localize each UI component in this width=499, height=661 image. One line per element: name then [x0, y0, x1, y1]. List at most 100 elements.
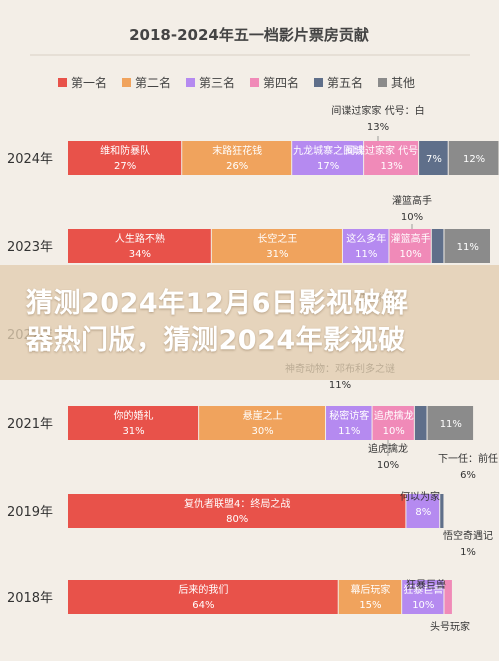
annotations-group: 边缘行者神奇动物：邓布利多之谜11%下一任：前任6%悟空奇遇记1%头号玩家间谍过… — [285, 104, 498, 633]
legend-swatch-6 — [378, 78, 387, 87]
callout-name: 狂暴巨兽 — [406, 578, 446, 591]
legend-label-5: 第五名 — [327, 75, 363, 90]
segment-name: 追虎擒龙 — [374, 409, 414, 422]
segment-value: 11% — [338, 426, 360, 437]
bar-segment — [342, 229, 389, 263]
segment-name: 间谍过家家 代号：白 — [345, 144, 438, 157]
segment-value: 30% — [251, 426, 273, 437]
segment-name: 九龙城寨之围城 — [293, 144, 363, 157]
segment-value: 11% — [355, 249, 377, 260]
legend-swatch-2 — [122, 78, 131, 87]
legend-swatch-1 — [58, 78, 67, 87]
legend-swatch-3 — [186, 78, 195, 87]
legend-swatch-4 — [250, 78, 259, 87]
annotation-text: 悟空奇遇记 — [443, 529, 493, 542]
bar-segment — [431, 229, 444, 263]
bar-segment — [292, 141, 364, 175]
bar-segment — [211, 229, 342, 263]
segment-name: 悬崖之上 — [243, 409, 283, 422]
segment-value: 8% — [415, 507, 431, 518]
segment-name: 末路狂花钱 — [212, 144, 262, 157]
bar-segment — [68, 580, 338, 614]
segment-name: 人生路不熟 — [115, 232, 165, 245]
bar-segment — [419, 141, 448, 175]
callout-name: 何以为家 — [400, 490, 440, 503]
segment-name: 灌篮高手 — [391, 232, 431, 245]
banner-line-1: 猜测2024年12月6日影视破解 — [26, 288, 409, 319]
bar-segment — [372, 406, 414, 440]
segment-value: 64% — [192, 600, 214, 611]
year-label: 2021年 — [7, 417, 53, 432]
banner-line-2: 器热门版，猜测2024年影视破 — [26, 325, 406, 356]
segment-name: 狂暴巨兽 — [403, 583, 443, 596]
chart-title: 2018-2024年五一档影片票房贡献 — [129, 26, 369, 44]
annotation-text: 下一任：前任 — [438, 452, 498, 465]
bar-segment — [338, 580, 402, 614]
segment-value: 34% — [129, 249, 151, 260]
bar-segment — [440, 494, 444, 528]
bar-segment — [414, 406, 427, 440]
segment-name: 后来的我们 — [178, 583, 228, 596]
bar-segment — [68, 141, 182, 175]
bar-segment — [326, 406, 372, 440]
segment-value: 80% — [226, 514, 248, 525]
bar-segment — [68, 494, 406, 528]
bar-segment — [402, 580, 444, 614]
segment-value: 15% — [359, 600, 381, 611]
legend-label-3: 第三名 — [199, 75, 235, 90]
bar-segment — [364, 141, 419, 175]
year-label: 2023年 — [7, 240, 53, 255]
segment-value: 10% — [412, 600, 434, 611]
legend-label-4: 第四名 — [263, 75, 299, 90]
year-label: 2024年 — [7, 152, 53, 167]
bar-segment — [68, 406, 199, 440]
legend-label-1: 第一名 — [71, 75, 107, 90]
bar-segment — [444, 229, 490, 263]
bar-segment — [427, 406, 474, 440]
segment-value: 31% — [122, 426, 144, 437]
callout-value: 10% — [401, 212, 423, 223]
annotation-text: 6% — [460, 470, 476, 481]
segment-name: 复仇者联盟4：终局之战 — [184, 497, 290, 510]
segment-name: 维和防暴队 — [100, 144, 150, 157]
bar-segment — [406, 494, 440, 528]
callout-value: 10% — [377, 460, 399, 471]
callout-name: 间谍过家家 代号：白 — [331, 104, 424, 117]
callout-value: 13% — [367, 122, 389, 133]
bar-segment — [444, 580, 452, 614]
segment-value: 13% — [380, 161, 402, 172]
callout-name: 灌篮高手 — [392, 194, 432, 207]
bar-segment — [199, 406, 326, 440]
segment-value: 11% — [457, 242, 479, 253]
year-label: 2018年 — [7, 591, 53, 606]
overlay-banner: 猜测2024年12月6日影视破解 器热门版，猜测2024年影视破 — [0, 265, 499, 380]
annotation-text: 头号玩家 — [430, 620, 470, 633]
annotation-text: 11% — [329, 380, 351, 391]
segment-value: 7% — [426, 154, 442, 165]
segment-name: 这么多年 — [346, 232, 386, 245]
legend-label-6: 其他 — [391, 76, 415, 90]
segment-value: 26% — [226, 161, 248, 172]
segment-name: 长空之王 — [257, 232, 297, 245]
segment-name: 你的婚礼 — [114, 409, 154, 422]
segment-value: 12% — [463, 154, 485, 165]
legend: 第一名 第二名 第三名 第四名 第五名 其他 — [58, 75, 415, 90]
segment-name: 幕后玩家 — [350, 583, 390, 596]
segment-value: 11% — [440, 419, 462, 430]
segment-value: 27% — [114, 161, 136, 172]
bar-segment — [389, 229, 431, 263]
bar-segment — [182, 141, 292, 175]
segment-value: 31% — [266, 249, 288, 260]
legend-swatch-5 — [314, 78, 323, 87]
year-label: 2019年 — [7, 505, 53, 520]
segment-value: 17% — [317, 161, 339, 172]
bar-segment — [68, 229, 211, 263]
segment-value: 10% — [400, 249, 422, 260]
segment-value: 10% — [383, 426, 405, 437]
annotation-text: 1% — [460, 547, 476, 558]
bar-segment — [448, 141, 499, 175]
segment-name: 秘密访客 — [329, 409, 369, 422]
bars-group: 2024年 维和防暴队 27% 末路狂花钱 26% 九龙城寨之围城 17% 间谍过家家 代号：… — [7, 141, 499, 614]
legend-label-2: 第二名 — [135, 75, 171, 90]
